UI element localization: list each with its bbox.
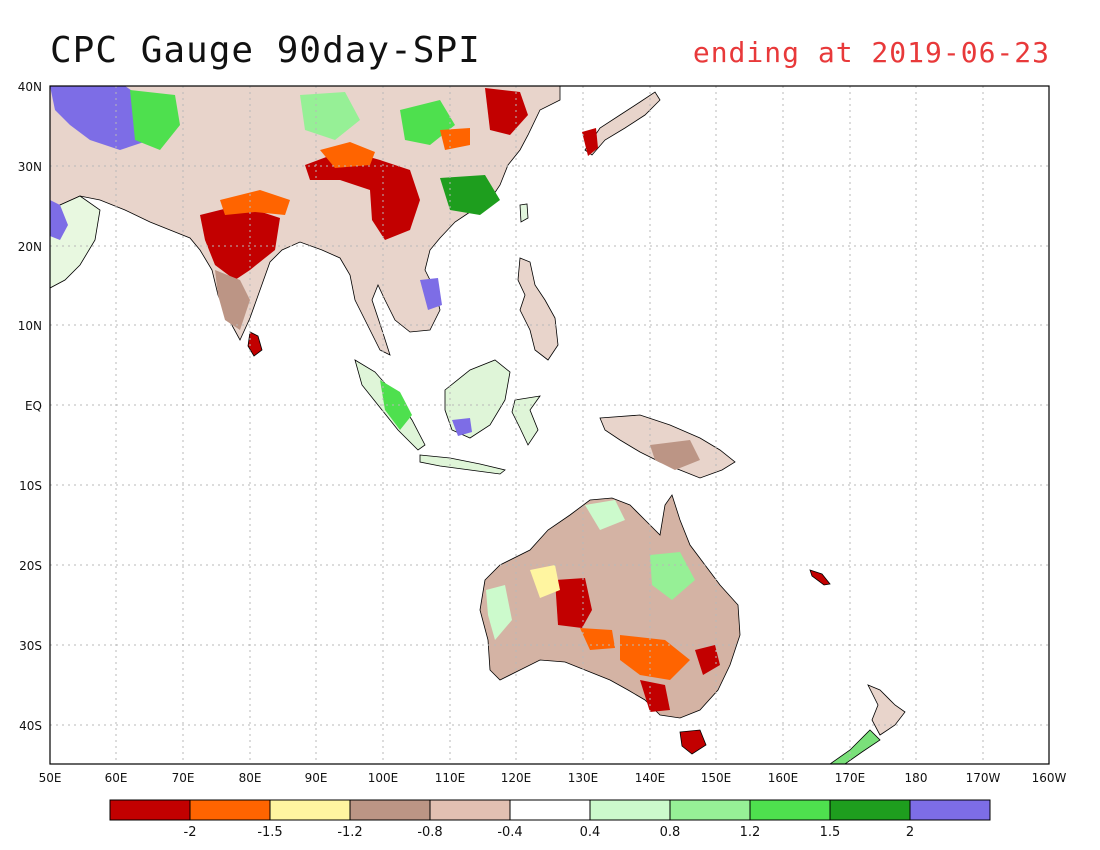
legend-swatch xyxy=(349,799,431,821)
patch-green-southchina xyxy=(440,175,500,215)
legend-label: 0.8 xyxy=(660,825,681,840)
lon-label: 170W xyxy=(966,771,1001,785)
patch-orange-india xyxy=(220,190,290,215)
lat-label: 20N xyxy=(18,240,42,254)
legend-label: -2 xyxy=(184,825,197,840)
legend-label: -1.5 xyxy=(257,825,282,840)
patch-red-india xyxy=(200,205,280,280)
legend-swatch xyxy=(909,799,991,821)
patch-green-sumatra xyxy=(380,380,412,430)
lon-label: 180 xyxy=(905,771,928,785)
legend-label: 2 xyxy=(906,825,914,840)
lat-label: 40S xyxy=(19,719,42,733)
lat-label: 10N xyxy=(18,319,42,333)
patch-purple-vietnam xyxy=(420,278,442,310)
patch-yellow-aus xyxy=(530,565,560,598)
new-caledonia xyxy=(809,569,831,586)
date-label: ending at 2019-06-23 xyxy=(692,36,1050,69)
borneo xyxy=(444,359,511,439)
patch-orange-aus-south xyxy=(580,628,615,650)
legend-swatch xyxy=(189,799,271,821)
lat-label: 10S xyxy=(19,479,42,493)
legend-swatch xyxy=(749,799,831,821)
color-legend: -2 -1.5 -1.2 -0.8 -0.4 0.4 0.8 1.2 1.5 2 xyxy=(109,799,991,840)
lon-label: 110E xyxy=(435,771,466,785)
legend-label: -0.4 xyxy=(497,825,522,840)
taiwan xyxy=(519,203,529,223)
legend-swatch xyxy=(429,799,511,821)
lon-label: 170E xyxy=(835,771,866,785)
legend-swatch xyxy=(109,799,191,821)
patch-red-aus-se xyxy=(640,680,670,712)
legend-label: 1.5 xyxy=(820,825,841,840)
lon-label: 120E xyxy=(501,771,532,785)
lon-label: 160E xyxy=(768,771,799,785)
patch-purple-borneo xyxy=(452,418,472,436)
lon-label: 50E xyxy=(39,771,62,785)
lon-label: 160W xyxy=(1032,771,1067,785)
lon-label: 130E xyxy=(568,771,599,785)
patch-orange-china xyxy=(320,142,375,168)
patch-red-aus-east xyxy=(695,645,720,675)
patch-green-north xyxy=(130,90,180,150)
patch-purple-west xyxy=(50,200,68,240)
patch-red-japan xyxy=(582,128,598,156)
legend-swatch xyxy=(829,799,911,821)
grid-lines xyxy=(50,86,1049,764)
legend-label: 1.2 xyxy=(740,825,761,840)
lat-label: 30N xyxy=(18,160,42,174)
lon-label: 80E xyxy=(239,771,262,785)
legend-swatch xyxy=(269,799,351,821)
lon-axis-labels: 50E 60E 70E 80E 90E 100E 110E 120E 130E … xyxy=(39,771,1067,785)
patch-red-korea xyxy=(485,88,528,135)
map-frame xyxy=(49,85,1050,765)
patch-green-aus-east xyxy=(650,552,695,600)
new-zealand-south xyxy=(829,729,881,764)
lon-label: 60E xyxy=(105,771,128,785)
land-layer xyxy=(50,86,906,764)
patch-green-china xyxy=(300,92,360,140)
sulawesi xyxy=(511,395,541,446)
lat-label: 20S xyxy=(19,559,42,573)
patch-green-aus-west xyxy=(486,585,512,640)
java xyxy=(419,454,506,475)
lon-label: 100E xyxy=(368,771,399,785)
legend-swatch xyxy=(589,799,671,821)
patch-green-aus-north xyxy=(585,500,625,530)
patch-orange-aus-se xyxy=(620,635,690,680)
new-zealand-north xyxy=(867,684,906,736)
patch-red-china xyxy=(305,150,420,240)
legend-label: -1.2 xyxy=(337,825,362,840)
legend-swatch xyxy=(509,799,591,821)
lat-axis-labels: 40N 30N 20N 10N EQ 10S 20S 30S 40S xyxy=(18,80,42,733)
legend-label: -0.8 xyxy=(417,825,442,840)
lon-label: 70E xyxy=(172,771,195,785)
patch-brown-newguinea xyxy=(650,440,700,470)
patch-orange-korea xyxy=(440,128,470,150)
tasmania xyxy=(679,729,707,755)
map-title: CPC Gauge 90day-SPI xyxy=(50,30,481,71)
legend-swatch xyxy=(669,799,751,821)
philippines xyxy=(517,257,559,361)
lon-label: 140E xyxy=(635,771,666,785)
lat-label: 30S xyxy=(19,639,42,653)
legend-label: 0.4 xyxy=(580,825,601,840)
lon-label: 150E xyxy=(701,771,732,785)
sri-lanka xyxy=(247,331,263,357)
patch-brown-india xyxy=(215,270,250,330)
spi-patches xyxy=(50,86,720,712)
lat-label: 40N xyxy=(18,80,42,94)
japan xyxy=(584,91,661,156)
lon-label: 90E xyxy=(305,771,328,785)
lat-label: EQ xyxy=(25,399,42,413)
